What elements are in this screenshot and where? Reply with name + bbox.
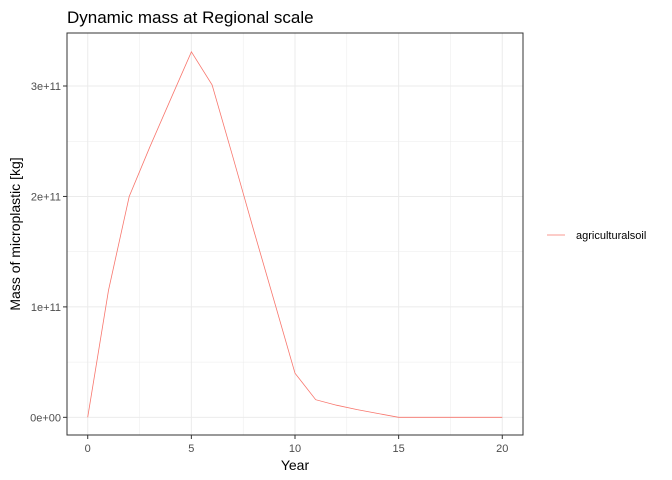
y-axis-title: Mass of microplastic [kg]	[7, 157, 23, 310]
x-tick-label: 20	[496, 443, 508, 455]
x-tick-label: 5	[188, 443, 194, 455]
y-tick-label: 1e+11	[31, 302, 61, 314]
x-tick-label: 0	[85, 443, 91, 455]
y-axis: 0e+00 1e+11 2e+11 3e+11	[30, 81, 67, 424]
y-tick-label: 3e+11	[31, 81, 61, 93]
x-axis: 0 5 10 15 20	[85, 435, 508, 455]
y-tick-label: 2e+11	[31, 191, 61, 203]
y-tick-label: 0e+00	[30, 412, 61, 424]
legend: agriculturalsoil	[547, 230, 646, 242]
series-layer	[87, 50, 503, 418]
legend-label-agriculturalsoil: agriculturalsoil	[576, 230, 646, 242]
chart-title: Dynamic mass at Regional scale	[67, 8, 314, 27]
series-line-agriculturalsoil	[87, 50, 503, 418]
x-tick-label: 15	[393, 443, 405, 455]
x-tick-label: 10	[289, 443, 301, 455]
x-axis-title: Year	[281, 457, 310, 473]
